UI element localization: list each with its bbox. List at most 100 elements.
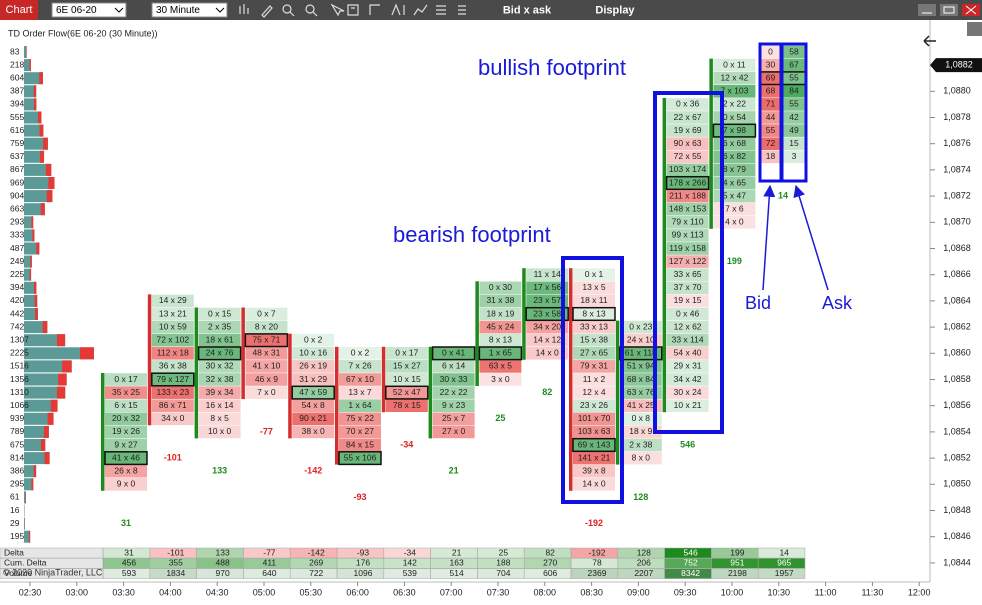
- footprint-value: 6 x 68: [723, 138, 746, 148]
- summary-value: 606: [543, 568, 557, 578]
- footprint-value: 0 x 17: [395, 348, 418, 358]
- delta-label: 82: [542, 387, 552, 397]
- footprint-value: 14 x 12: [533, 334, 561, 344]
- summary-value: 411: [263, 558, 277, 568]
- footprint-value: 0 x 15: [208, 308, 231, 318]
- footprint-value: 24 x 76: [206, 348, 234, 358]
- price-label: 1,0848: [943, 505, 971, 515]
- footprint-value: 0 x 30: [489, 282, 512, 292]
- footprint-value: 22 x 22: [440, 387, 468, 397]
- ask-value: 3: [792, 151, 797, 161]
- footprint-value: 10 x 21: [674, 400, 702, 410]
- footprint-value: 29 x 31: [674, 361, 702, 371]
- bid-value: 55: [766, 125, 776, 135]
- price-label: 1,0856: [943, 400, 971, 410]
- price-label: 1,0864: [943, 295, 971, 305]
- summary-value: 951: [730, 558, 744, 568]
- footprint-value: 51 x 94: [627, 361, 655, 371]
- summary-value: 2198: [728, 568, 747, 578]
- footprint-value: 69 x 143: [578, 439, 611, 449]
- volume-bar-tip: [38, 112, 41, 124]
- summary-value: 1096: [354, 568, 373, 578]
- volume-label: 616: [10, 125, 24, 135]
- footprint-value: 19 x 69: [674, 125, 702, 135]
- volume-label: 83: [10, 46, 20, 56]
- menu-item[interactable]: Display: [595, 4, 635, 16]
- footprint-value: 72 x 55: [674, 151, 702, 161]
- footprint-value: 103 x 63: [578, 426, 611, 436]
- bid-value: 72: [766, 138, 776, 148]
- summary-value: 355: [169, 558, 183, 568]
- column-body: [663, 98, 667, 412]
- footprint-value: 0 x 11: [723, 59, 746, 69]
- volume-label: 555: [10, 112, 24, 122]
- column-body: [522, 268, 526, 360]
- footprint-value: 0 x 7: [257, 308, 276, 318]
- last-price-label: 1,0882: [945, 59, 973, 69]
- instrument-label[interactable]: 6E 06-20: [56, 5, 97, 16]
- footprint-value: 8 x 20: [255, 321, 278, 331]
- price-label: 1,0858: [943, 374, 971, 384]
- menu-item[interactable]: Bid x ask: [503, 4, 552, 16]
- annotation: Ask: [822, 293, 853, 313]
- volume-bar-tip: [30, 269, 31, 281]
- time-label: 11:30: [861, 587, 883, 597]
- footprint-value: 30 x 24: [674, 387, 702, 397]
- volume-bar-tip: [43, 321, 48, 333]
- annotation: bullish footprint: [478, 55, 626, 80]
- footprint-value: 211 x 188: [669, 190, 706, 200]
- footprint-value: 9 x 23: [442, 400, 465, 410]
- footprint-value: 8 x 13: [582, 308, 605, 318]
- price-label: 1,0874: [943, 164, 971, 174]
- footprint-value: 34 x 0: [161, 413, 184, 423]
- volume-bar-tip: [31, 216, 33, 228]
- summary-value: -77: [263, 547, 276, 557]
- time-label: 05:00: [253, 587, 276, 597]
- footprint-value: 13 x 7: [348, 387, 371, 397]
- volume-bar-tip: [44, 452, 49, 464]
- summary-value: 1957: [775, 568, 794, 578]
- volume-bar-tip: [34, 282, 36, 294]
- period-label[interactable]: 30 Minute: [156, 5, 200, 16]
- time-label: 12:00: [908, 587, 931, 597]
- time-label: 06:30: [393, 587, 416, 597]
- footprint-value: 20 x 32: [112, 413, 140, 423]
- footprint-value: 18 x 61: [206, 334, 234, 344]
- volume-label: 904: [10, 190, 24, 200]
- footprint-value: 6 x 14: [442, 361, 465, 371]
- volume-bar-tip: [41, 203, 45, 215]
- volume-label: 663: [10, 203, 24, 213]
- footprint-value: 6 x 15: [114, 400, 137, 410]
- volume-label: 195: [10, 531, 24, 541]
- footprint-value: 30 x 33: [440, 374, 468, 384]
- volume-bar-tip: [51, 400, 58, 412]
- delta-label: 31: [121, 518, 131, 528]
- footprint-value: 63 x 76: [627, 387, 655, 397]
- footprint-value: 18 x 9: [629, 426, 652, 436]
- bid-value: 71: [766, 99, 776, 109]
- footprint-value: 41 x 46: [112, 452, 140, 462]
- window-buttons[interactable]: [918, 4, 980, 16]
- footprint-value: 148 x 153: [669, 203, 707, 213]
- delta-label: 21: [449, 466, 459, 476]
- volume-bar-tip: [34, 465, 36, 477]
- bid-value: 30: [766, 59, 776, 69]
- ask-value: 58: [789, 46, 799, 56]
- footprint-value: 8 x 13: [489, 334, 512, 344]
- summary-value: 82: [545, 547, 555, 557]
- axis-button[interactable]: [967, 22, 982, 36]
- ask-value: 15: [789, 138, 799, 148]
- footprint-value: 32 x 38: [206, 374, 234, 384]
- footprint-value: 39 x 8: [582, 465, 605, 475]
- volume-label: 394: [10, 282, 24, 292]
- footprint-value: 0 x 17: [114, 374, 137, 384]
- footprint-value: 103 x 174: [669, 164, 707, 174]
- footprint-value: 14 x 0: [536, 348, 559, 358]
- volume-label: 1310: [10, 387, 29, 397]
- footprint-value: 0 x 41: [442, 348, 465, 358]
- footprint-value: 4 x 0: [725, 217, 744, 227]
- footprint-value: 39 x 34: [206, 387, 234, 397]
- footprint-value: 13 x 21: [159, 308, 187, 318]
- chart-tab-label[interactable]: Chart: [6, 4, 33, 16]
- volume-bar-tip: [31, 478, 33, 490]
